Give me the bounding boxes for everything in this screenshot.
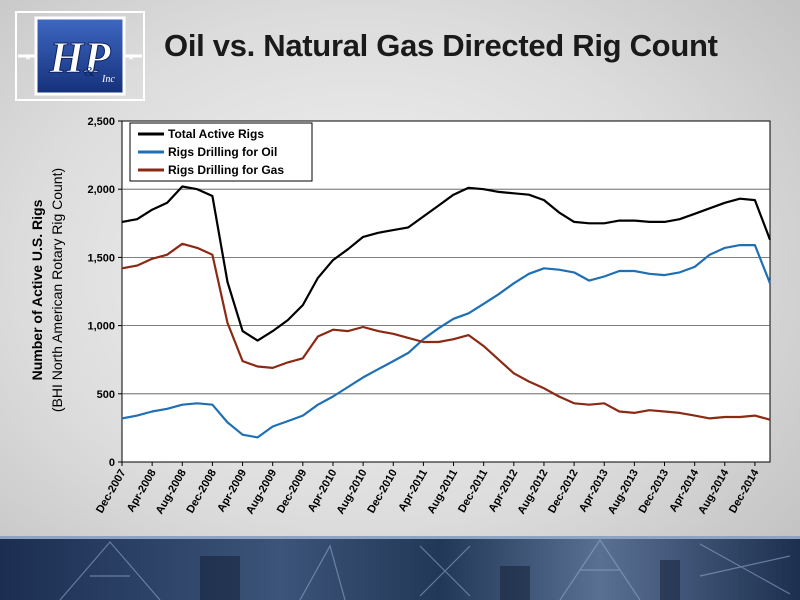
series-line-gas <box>121 242 771 421</box>
y-tick-label: 0 <box>109 457 115 469</box>
y-axis-ticks: 0 500 1,000 1,500 2,000 2,500 <box>87 116 122 469</box>
series-lines <box>121 185 772 439</box>
x-tick-label: Dec-2012 <box>546 468 581 516</box>
chart-legend: Total Active Rigs Rigs Drilling for Oil Ri… <box>129 122 313 182</box>
y-axis-label: Number of Active U.S. Rigs <box>29 199 45 380</box>
x-tick-label: Dec-2011 <box>456 468 490 515</box>
series-line-total <box>121 185 772 342</box>
x-tick-label: Apr-2012 <box>486 468 520 515</box>
series-line-oil <box>121 244 772 439</box>
y-tick-label: 500 <box>97 389 115 401</box>
x-tick-label: Apr-2008 <box>125 468 159 515</box>
svg-text:HP: HP <box>48 33 111 82</box>
x-tick-label: Dec-2009 <box>275 468 310 516</box>
legend-label-total: Total Active Rigs <box>168 127 264 141</box>
x-tick-label: Apr-2014 <box>667 467 701 515</box>
x-tick-label: Dec-2014 <box>727 467 762 516</box>
x-tick-label: Apr-2013 <box>577 468 611 515</box>
y-tick-label: 1,500 <box>87 252 115 264</box>
y-tick-label: 1,000 <box>87 321 115 333</box>
slide-title: Oil vs. Natural Gas Directed Rig Count <box>164 28 718 63</box>
grid-lines <box>122 188 770 395</box>
legend-label-gas: Rigs Drilling for Gas <box>168 163 284 177</box>
x-axis-ticks: Dec-2007Apr-2008Aug-2008Dec-2008Apr-2009… <box>94 462 762 516</box>
svg-text:★: ★ <box>127 53 135 63</box>
x-tick-label: Aug-2011 <box>425 468 460 516</box>
legend-label-oil: Rigs Drilling for Oil <box>168 145 277 159</box>
x-tick-label: Apr-2009 <box>215 468 249 515</box>
x-tick-label: Dec-2007 <box>94 468 129 516</box>
x-tick-label: Dec-2008 <box>184 468 219 516</box>
company-logo: ★ ★ HP & Inc <box>15 11 145 101</box>
y-tick-label: 2,000 <box>87 184 115 196</box>
footer-photo-strip <box>0 536 800 600</box>
svg-text:&: & <box>84 65 95 80</box>
x-tick-label: Apr-2011 <box>396 468 430 514</box>
y-tick-label: 2,500 <box>87 116 115 128</box>
y-axis-sublabel: (BHI North American Rotary Rig Count) <box>49 168 65 412</box>
svg-text:Inc: Inc <box>101 74 115 85</box>
x-tick-label: Apr-2010 <box>306 468 340 515</box>
x-tick-label: Dec-2013 <box>637 468 672 516</box>
svg-text:★: ★ <box>24 53 32 63</box>
x-tick-label: Dec-2010 <box>365 468 400 516</box>
